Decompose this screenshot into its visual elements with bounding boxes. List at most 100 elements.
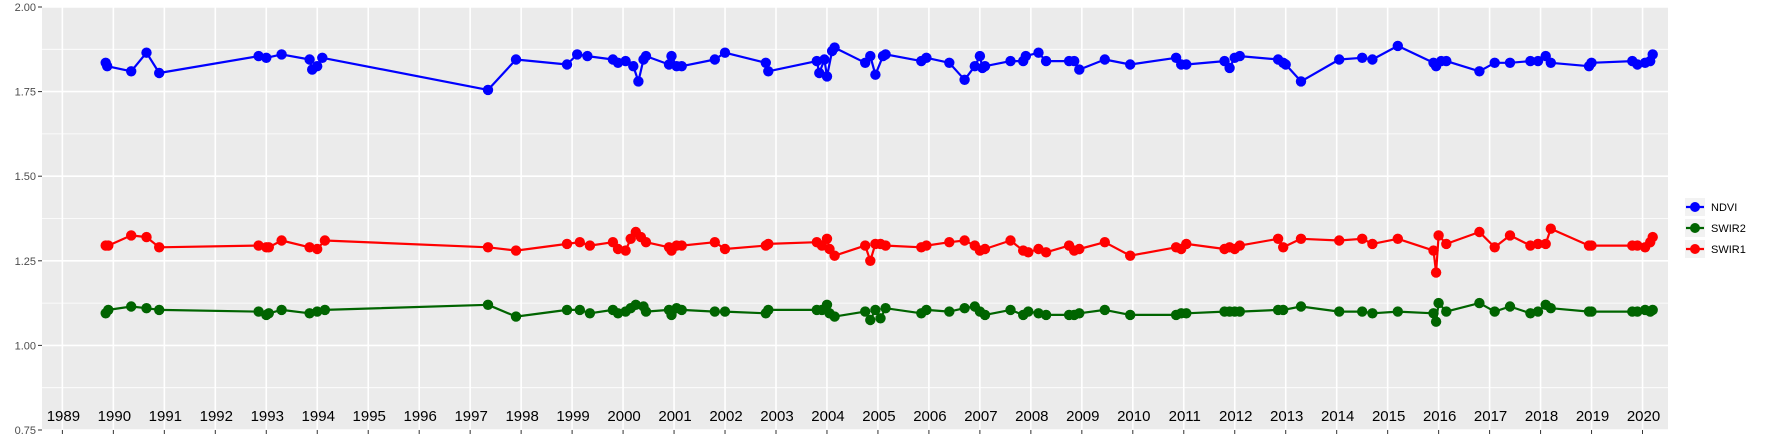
data-point (620, 55, 631, 67)
x-tick-label: 2002 (709, 408, 742, 425)
data-point (1540, 238, 1551, 250)
data-point (676, 60, 687, 72)
x-tick-label: 2003 (760, 408, 793, 425)
data-point (865, 314, 876, 326)
data-point (1234, 50, 1246, 62)
data-point (1357, 52, 1368, 63)
legend-key-point (1690, 244, 1700, 254)
series-swir1 (100, 223, 1658, 278)
legend: NDVI SWIR2 SWIR1 (1685, 198, 1746, 258)
data-point (276, 235, 287, 246)
data-point (640, 237, 652, 248)
data-point (763, 304, 774, 316)
data-point (1430, 316, 1442, 327)
data-point (666, 50, 677, 62)
data-point (584, 308, 596, 319)
x-tick-label: 2001 (658, 408, 691, 425)
data-point (1433, 230, 1444, 241)
data-point (1428, 245, 1439, 256)
x-tick-label: 1989 (47, 408, 80, 425)
y-tick-label: 1.50 (15, 171, 36, 183)
data-point (1125, 250, 1136, 261)
x-tick-label: 2018 (1525, 408, 1558, 425)
x-tick-label: 1997 (454, 408, 487, 425)
data-point (1647, 304, 1658, 316)
data-point (640, 306, 652, 317)
data-point (1532, 55, 1544, 67)
data-point (1005, 55, 1016, 67)
data-point (1099, 237, 1111, 248)
data-point (1005, 235, 1016, 246)
data-point (1367, 308, 1378, 319)
x-tick-label: 2005 (862, 408, 895, 425)
data-point (1033, 47, 1044, 58)
x-tick-label: 2019 (1576, 408, 1609, 425)
data-point (1441, 55, 1452, 67)
data-point (1392, 233, 1404, 244)
data-point (1545, 223, 1557, 234)
data-point (1280, 59, 1291, 70)
legend-key-point (1690, 223, 1700, 233)
data-point (1005, 304, 1016, 316)
data-point (141, 47, 152, 58)
x-tick-label: 1991 (149, 408, 182, 425)
data-point (1074, 243, 1085, 255)
data-point (1099, 304, 1111, 316)
data-point (1295, 76, 1307, 87)
x-tick-label: 2007 (964, 408, 997, 425)
data-point (628, 60, 639, 72)
x-tick-label: 2011 (1169, 408, 1201, 425)
data-point (1647, 231, 1658, 243)
data-point (1334, 306, 1345, 317)
data-point (102, 60, 113, 72)
data-point (829, 311, 840, 322)
data-point (561, 304, 573, 316)
data-point (1647, 49, 1658, 60)
data-point (1069, 55, 1080, 67)
data-point (719, 243, 731, 255)
data-point (1545, 303, 1557, 314)
legend-key-point (1690, 202, 1700, 212)
data-point (875, 313, 886, 324)
legend-label: NDVI (1711, 202, 1737, 214)
y-tick-label: 1.75 (15, 87, 36, 99)
data-point (709, 54, 720, 65)
data-point (1125, 309, 1136, 321)
data-point (482, 242, 494, 253)
data-point (1334, 54, 1345, 65)
data-point (276, 304, 287, 316)
x-tick-label: 1995 (353, 408, 386, 425)
data-point (880, 240, 891, 251)
data-point (1040, 247, 1052, 258)
data-point (1272, 233, 1284, 244)
x-tick-label: 2006 (913, 408, 946, 425)
axes: 0.75 1.00 1.25 1.50 1.75 2.00 1989 1990 1991 1992… (15, 2, 1661, 437)
data-point (676, 240, 687, 251)
x-tick-label: 1999 (556, 408, 589, 425)
y-tick-label: 1.25 (15, 256, 36, 268)
legend-item-swir1: SWIR1 (1685, 240, 1746, 258)
data-point (1125, 59, 1136, 70)
x-tick-label: 2012 (1219, 408, 1252, 425)
data-point (819, 54, 830, 65)
series-swir2 (100, 297, 1658, 327)
data-point (1040, 309, 1052, 321)
data-point (319, 235, 331, 246)
data-point (154, 304, 165, 316)
data-point (979, 309, 991, 321)
data-point (719, 306, 731, 317)
data-point (979, 243, 991, 255)
data-point (959, 235, 970, 246)
data-point (1020, 50, 1031, 62)
data-point (1504, 230, 1516, 241)
x-tick-label: 2008 (1015, 408, 1048, 425)
data-point (582, 50, 593, 62)
legend-item-ndvi: NDVI (1685, 198, 1737, 216)
data-point (821, 71, 833, 82)
data-point (276, 49, 287, 60)
data-point (317, 52, 328, 63)
data-point (1181, 238, 1192, 250)
data-point (1278, 242, 1289, 253)
